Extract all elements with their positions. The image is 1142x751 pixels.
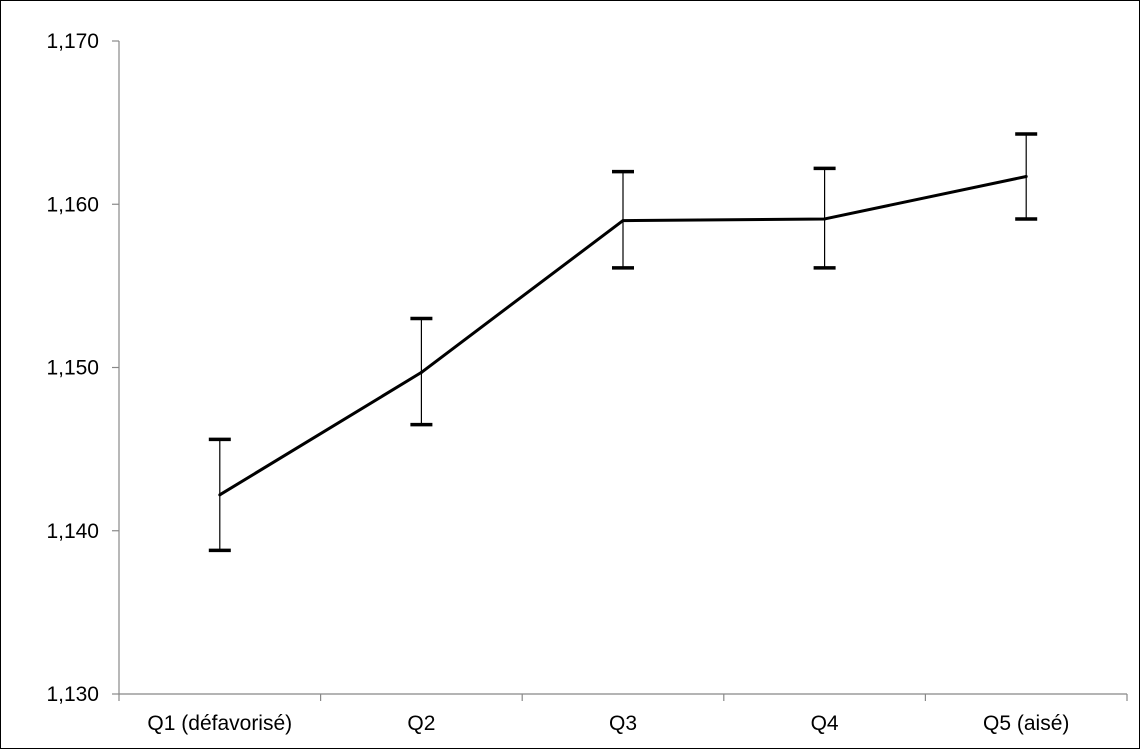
x-tick-label: Q1 (défavorisé) [147,712,292,735]
data-point [1024,174,1028,178]
series-line-group [218,174,1028,497]
x-tick-label: Q4 [811,712,839,735]
error-bars [208,132,1038,553]
y-tick-label: 1,140 [46,520,99,543]
data-point [823,217,827,221]
y-tick-label: 1,130 [46,683,99,706]
tick-labels: 1,130 1,140 1,150 1,160 1,170 Q1 (défavorisé)… [46,30,1069,735]
axes [112,40,1128,701]
data-point [621,219,625,223]
x-tick-label: Q2 [407,712,435,735]
x-tick-label: Q3 [609,712,637,735]
y-tick-label: 1,170 [46,30,99,53]
y-tick-label: 1,160 [46,193,99,216]
x-tick-label: Q5 (aisé) [983,712,1069,735]
data-point [218,493,222,497]
data-point [419,370,423,374]
y-tick-label: 1,150 [46,357,99,380]
